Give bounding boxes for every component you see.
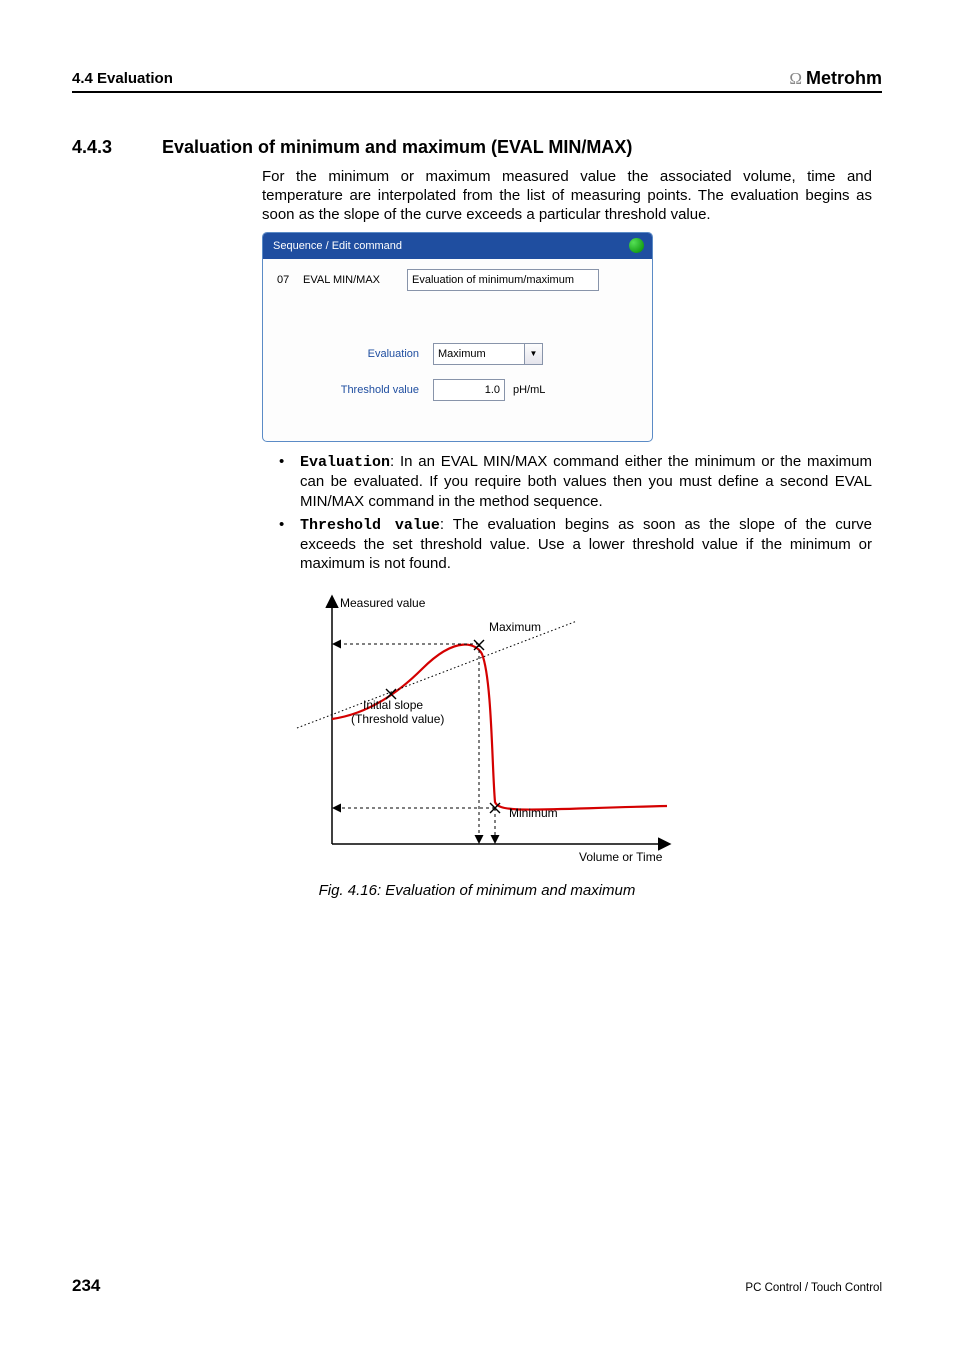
intro-paragraph: For the minimum or maximum measured valu…: [262, 168, 872, 224]
figure-caption: Fig. 4.16: Evaluation of minimum and max…: [72, 882, 882, 899]
evaluation-dropdown[interactable]: Maximum ▼: [433, 343, 543, 365]
max-label: Maximum: [489, 620, 541, 634]
min-max-diagram: Measured value Volume or Time: [277, 589, 677, 869]
edit-command-dialog: Sequence / Edit command 07 EVAL MIN/MAX …: [262, 232, 653, 442]
command-name: EVAL MIN/MAX: [303, 274, 399, 286]
slope-label-2: (Threshold value): [351, 712, 444, 726]
figure: Measured value Volume or Time: [72, 589, 882, 899]
command-index: 07: [277, 274, 295, 286]
evaluation-value: Maximum: [438, 348, 486, 360]
status-indicator-icon: [629, 238, 644, 253]
header-section-ref: 4.4 Evaluation: [72, 70, 173, 87]
y-axis-label: Measured value: [340, 596, 426, 610]
dialog-titlebar: Sequence / Edit command: [263, 233, 652, 259]
page-header: 4.4 Evaluation Ω Metrohm: [72, 68, 882, 93]
chevron-down-icon: ▼: [524, 344, 542, 364]
min-label: Minimum: [509, 806, 558, 820]
page-number: 234: [72, 1276, 100, 1296]
section-number: 4.4.3: [72, 137, 162, 158]
threshold-value-field[interactable]: 1.0: [433, 379, 505, 401]
section-title: Evaluation of minimum and maximum (EVAL …: [162, 137, 632, 157]
brand-logo: Ω Metrohm: [789, 68, 882, 89]
dialog-title-text: Sequence / Edit command: [273, 240, 402, 252]
command-description-field[interactable]: Evaluation of minimum/maximum: [407, 269, 599, 291]
threshold-label: Threshold value: [277, 384, 425, 396]
footer-right-text: PC Control / Touch Control: [745, 1282, 882, 1294]
bullet-threshold: Threshold value: The evaluation begins a…: [276, 515, 872, 574]
bullet-list: Evaluation: In an EVAL MIN/MAX command e…: [276, 452, 882, 573]
page-footer: 234 PC Control / Touch Control: [72, 1276, 882, 1296]
omega-icon: Ω: [789, 69, 802, 89]
x-axis-label: Volume or Time: [579, 850, 663, 864]
bullet-threshold-term: Threshold value: [300, 517, 440, 534]
section-heading: 4.4.3Evaluation of minimum and maximum (…: [72, 137, 882, 158]
slope-label-1: Initial slope: [363, 698, 423, 712]
brand-name: Metrohm: [806, 68, 882, 89]
evaluation-label: Evaluation: [277, 348, 425, 360]
bullet-evaluation-term: Evaluation: [300, 454, 390, 471]
bullet-evaluation: Evaluation: In an EVAL MIN/MAX command e…: [276, 452, 872, 511]
threshold-unit: pH/mL: [513, 384, 545, 396]
